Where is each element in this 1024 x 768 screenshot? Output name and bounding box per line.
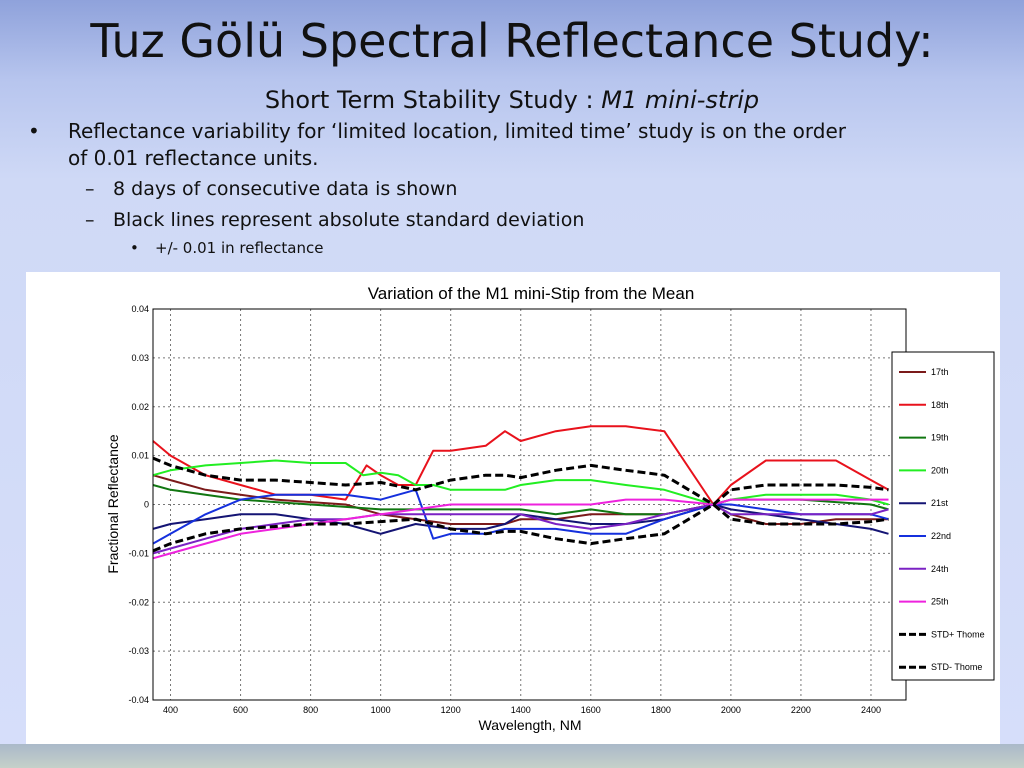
- chart-legend: 17th 18th 19th 20th 21st 22nd 24th 25th STD+ Tho…: [891, 351, 995, 681]
- legend-label: STD+ Thome: [931, 629, 985, 639]
- x-tick-label: 1800: [651, 705, 671, 715]
- y-tick-label: 0.02: [131, 402, 149, 412]
- x-tick-label: 2400: [861, 705, 881, 715]
- slide-title: Tuz Gölü Spectral Reflectance Study:: [90, 14, 934, 68]
- y-tick-label: 0: [144, 500, 149, 510]
- series-line-std-thome: [152, 503, 889, 553]
- x-tick-label: 400: [163, 705, 178, 715]
- y-tick-label: 0.01: [131, 451, 149, 461]
- x-tick-label: 2200: [791, 705, 811, 715]
- bullet-dash-icon: –: [85, 209, 95, 231]
- x-tick-label: 1400: [511, 705, 531, 715]
- bullet-text: +/- 0.01 in reflectance: [155, 239, 324, 257]
- x-tick-label: 1200: [441, 705, 461, 715]
- x-tick-label: 1000: [371, 705, 391, 715]
- chart-series-group: [152, 425, 889, 560]
- series-line-20th: [152, 459, 889, 506]
- slide-subtitle: Short Term Stability Study : M1 mini-str…: [0, 86, 1024, 114]
- bullet-dot-icon: •: [28, 119, 40, 143]
- series-line-25th: [152, 498, 889, 560]
- x-tick-label: 600: [233, 705, 248, 715]
- legend-box: [891, 351, 995, 681]
- reflectance-chart: Variation of the M1 mini-Stip from the M…: [105, 284, 995, 733]
- legend-label: 20th: [931, 465, 949, 475]
- y-tick-label: 0.03: [131, 353, 149, 363]
- y-tick-label: -0.04: [128, 695, 149, 705]
- y-tick-label: -0.02: [128, 597, 149, 607]
- x-tick-label: 2000: [721, 705, 741, 715]
- y-tick-label: -0.01: [128, 548, 149, 558]
- chart-ticks: 400 600 800 1000 1200 1400 1600 1800 2000 2200 240…: [128, 304, 881, 715]
- series-line-22nd: [152, 488, 889, 545]
- legend-label: 21st: [931, 498, 949, 508]
- legend-label: STD- Thome: [931, 662, 982, 672]
- bullet-text: Reflectance variability for ‘limited loc…: [68, 119, 846, 170]
- subtitle-italic: M1 mini-strip: [601, 86, 760, 114]
- legend-label: 22nd: [931, 531, 951, 541]
- bullet-dot-icon: •: [130, 239, 139, 257]
- bullet-text: Black lines represent absolute standard …: [113, 209, 585, 231]
- y-tick-label: 0.04: [131, 304, 149, 314]
- legend-label: 19th: [931, 433, 949, 443]
- bullet-text: 8 days of consecutive data is shown: [113, 178, 458, 200]
- chart-title: Variation of the M1 mini-Stip from the M…: [368, 284, 695, 303]
- legend-label: 25th: [931, 597, 949, 607]
- bullet-dash-icon: –: [85, 178, 95, 200]
- legend-label: 24th: [931, 564, 949, 574]
- y-tick-label: -0.03: [128, 646, 149, 656]
- x-tick-label: 1600: [581, 705, 601, 715]
- y-axis-label: Fractional Reflectance: [105, 434, 121, 574]
- x-tick-label: 800: [303, 705, 318, 715]
- subtitle-plain: Short Term Stability Study :: [264, 86, 602, 114]
- bottom-band: [0, 744, 1024, 768]
- chart-panel: Variation of the M1 mini-Stip from the M…: [26, 272, 1000, 754]
- series-line-24th: [152, 503, 889, 555]
- legend-label: 17th: [931, 367, 949, 377]
- x-axis-label: Wavelength, NM: [479, 717, 582, 733]
- series-line-std-thome: [152, 456, 889, 506]
- legend-label: 18th: [931, 400, 949, 410]
